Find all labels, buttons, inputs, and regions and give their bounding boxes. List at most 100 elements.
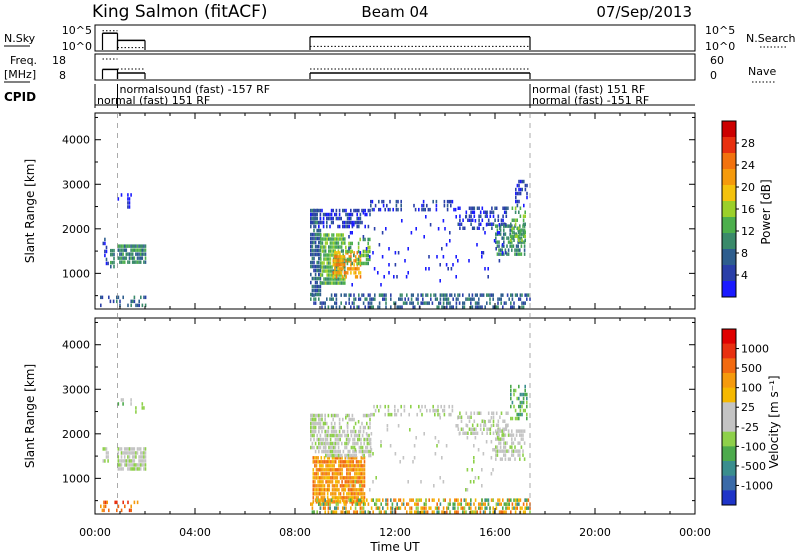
- heatmap-cell: [353, 510, 355, 514]
- heatmap-cell: [334, 269, 336, 273]
- heatmap-cell: [523, 228, 526, 232]
- heatmap-cell: [384, 412, 386, 417]
- heatmap-cell: [516, 183, 519, 188]
- heatmap-cell: [337, 241, 340, 245]
- heatmap-cell: [491, 226, 493, 230]
- heatmap-cell: [510, 384, 512, 389]
- heatmap-cell: [362, 235, 365, 239]
- heatmap-cell: [323, 484, 326, 488]
- heatmap-cell: [342, 476, 345, 480]
- heatmap-cell: [141, 256, 144, 260]
- heatmap-cell: [136, 467, 139, 471]
- heatmap-cell: [345, 510, 347, 514]
- heatmap-cell: [329, 453, 332, 458]
- heatmap-cell: [462, 305, 464, 309]
- heatmap-cell: [105, 257, 108, 262]
- heatmap-cell: [338, 500, 340, 504]
- heatmap-cell: [345, 413, 347, 418]
- heatmap-cell: [312, 480, 315, 484]
- heatmap-cell: [466, 297, 469, 301]
- heatmap-cell: [500, 411, 503, 415]
- heatmap-cell: [330, 293, 333, 297]
- heatmap-cell: [457, 424, 459, 428]
- heatmap-cell: [473, 297, 475, 301]
- heatmap-cell: [518, 404, 520, 409]
- heatmap-cell: [519, 179, 522, 184]
- heatmap-cell: [349, 437, 351, 442]
- heatmap-cell: [438, 498, 440, 502]
- heatmap-cell: [522, 232, 524, 236]
- heatmap-cell: [332, 273, 335, 277]
- heatmap-cell: [345, 275, 347, 279]
- heatmap-cell: [503, 449, 505, 453]
- heatmap-cell: [117, 197, 120, 201]
- heatmap-cell: [130, 193, 132, 197]
- heatmap-cell: [347, 456, 350, 460]
- heatmap-cell: [314, 297, 317, 301]
- heatmap-cell: [341, 496, 343, 500]
- heatmap-cell: [384, 207, 386, 212]
- heatmap-cell: [497, 431, 500, 435]
- heatmap-cell: [334, 421, 336, 426]
- heatmap-cell: [319, 413, 322, 418]
- heatmap-cell: [513, 388, 515, 393]
- heatmap-cell: [313, 433, 315, 438]
- heatmap-cell: [355, 464, 358, 468]
- heatmap-cell: [509, 232, 511, 236]
- heatmap-cell: [348, 241, 350, 246]
- heatmap-cell: [334, 425, 336, 430]
- heatmap-cell: [322, 488, 324, 492]
- heatmap-cell: [502, 510, 504, 514]
- heatmap-cell: [510, 301, 512, 305]
- heatmap-cell: [369, 449, 372, 454]
- heatmap-cell: [394, 301, 397, 305]
- heatmap-cell: [104, 500, 107, 505]
- heatmap-cell: [354, 468, 356, 472]
- heatmap-cell: [423, 510, 426, 514]
- heatmap-cell: [119, 447, 121, 451]
- heatmap-cell: [414, 305, 416, 309]
- heatmap-cell: [319, 433, 322, 438]
- heatmap-cell: [457, 259, 459, 263]
- heatmap-cell: [336, 257, 338, 261]
- heatmap-cell: [519, 412, 522, 417]
- heatmap-cell: [442, 480, 445, 484]
- heatmap-cell: [352, 456, 355, 460]
- heatmap-cell: [321, 301, 323, 305]
- heatmap-cell: [503, 445, 505, 449]
- heatmap-cell: [333, 484, 335, 488]
- y-tick-label: 2000: [62, 223, 90, 236]
- heatmap-cell: [138, 447, 140, 451]
- heatmap-cell: [144, 260, 147, 264]
- heatmap-cell: [330, 464, 332, 468]
- heatmap-cell: [367, 257, 369, 262]
- heatmap-cell: [500, 510, 502, 514]
- heatmap-cell: [130, 508, 132, 513]
- heatmap-cell: [463, 301, 466, 305]
- heatmap-cell: [322, 220, 325, 225]
- heatmap-cell: [135, 406, 137, 410]
- heatmap-cell: [318, 228, 320, 233]
- heatmap-cell: [143, 455, 145, 459]
- heatmap-cell: [347, 496, 350, 500]
- heatmap-cell: [368, 453, 370, 458]
- heatmap-cell: [318, 284, 320, 289]
- heatmap-cell: [515, 195, 517, 200]
- heatmap-cell: [123, 248, 126, 252]
- heatmap-cell: [316, 280, 318, 285]
- heatmap-cell: [520, 252, 523, 256]
- heatmap-cell: [318, 248, 320, 253]
- heatmap-cell: [329, 277, 332, 281]
- heatmap-cell: [318, 297, 320, 301]
- heatmap-cell: [514, 252, 516, 256]
- heatmap-cell: [516, 218, 518, 222]
- heatmap-cell: [462, 301, 464, 305]
- heatmap-cell: [378, 207, 380, 212]
- heatmap-cell: [519, 457, 521, 461]
- heatmap-cell: [324, 269, 327, 273]
- heatmap-cell: [313, 216, 315, 221]
- heatmap-cell: [438, 412, 441, 417]
- heatmap-cell: [346, 492, 348, 496]
- heatmap-cell: [326, 277, 328, 281]
- heatmap-cell: [314, 429, 317, 434]
